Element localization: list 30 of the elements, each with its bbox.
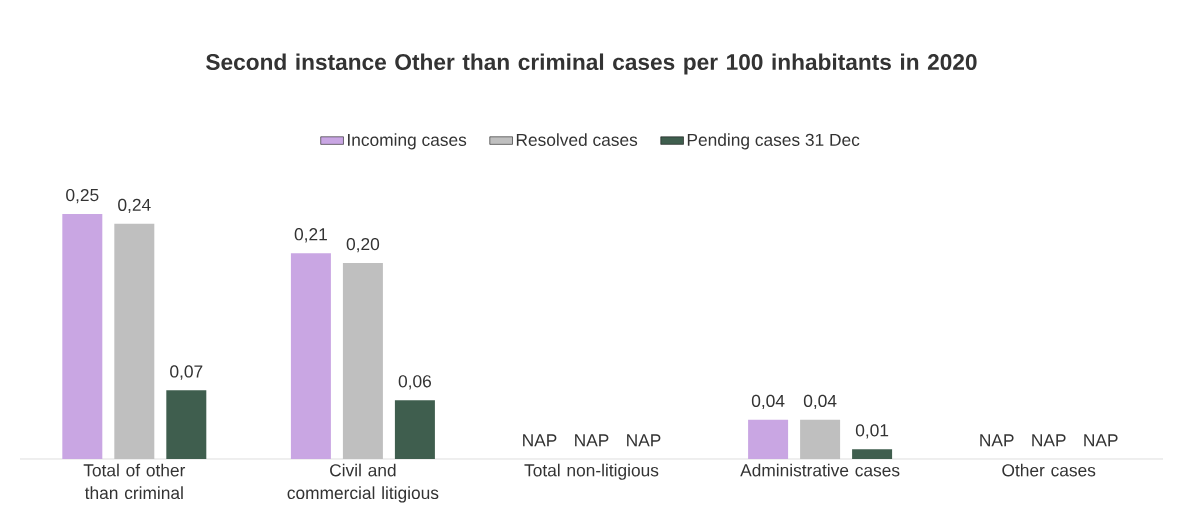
data-label: 0,25 [66,188,99,204]
x-tick-label: Other cases [1002,463,1096,477]
x-tick-label: Civil and commercial litigious [287,463,439,503]
data-label: 0,07 [170,365,203,380]
legend-label: Incoming cases [348,133,467,150]
legend-label: Pending cases 31 Dec [687,133,860,150]
text: NAP [1032,434,1066,447]
data-label: 0,01 [855,424,889,439]
text: NAP [627,434,661,447]
data-label: 0,04 [803,394,837,410]
text: NAP [980,434,1014,447]
data-label: 0,04 [751,394,785,410]
bar [62,213,103,459]
x-tick-label: Administrative cases [740,463,900,477]
data-label: 0,21 [294,228,327,243]
x-tick-label: Total non-litigious [524,463,659,480]
bar [290,253,331,459]
bar [394,400,435,459]
legend-label: Resolved cases [516,133,638,147]
data-label: 0,20 [346,237,380,253]
text: NAP [523,434,557,447]
bar [852,449,893,459]
chart-title: Second instance Other than criminal cases per 100 inhabitants in 2020 [206,53,977,75]
text: NAP [1084,434,1118,447]
data-label: 0,06 [398,375,432,390]
bar [166,390,207,459]
text: NAP [575,434,609,447]
data-label: 0,24 [118,198,151,214]
bar [748,419,789,459]
x-tick-label: Total of other than criminal [83,463,186,500]
